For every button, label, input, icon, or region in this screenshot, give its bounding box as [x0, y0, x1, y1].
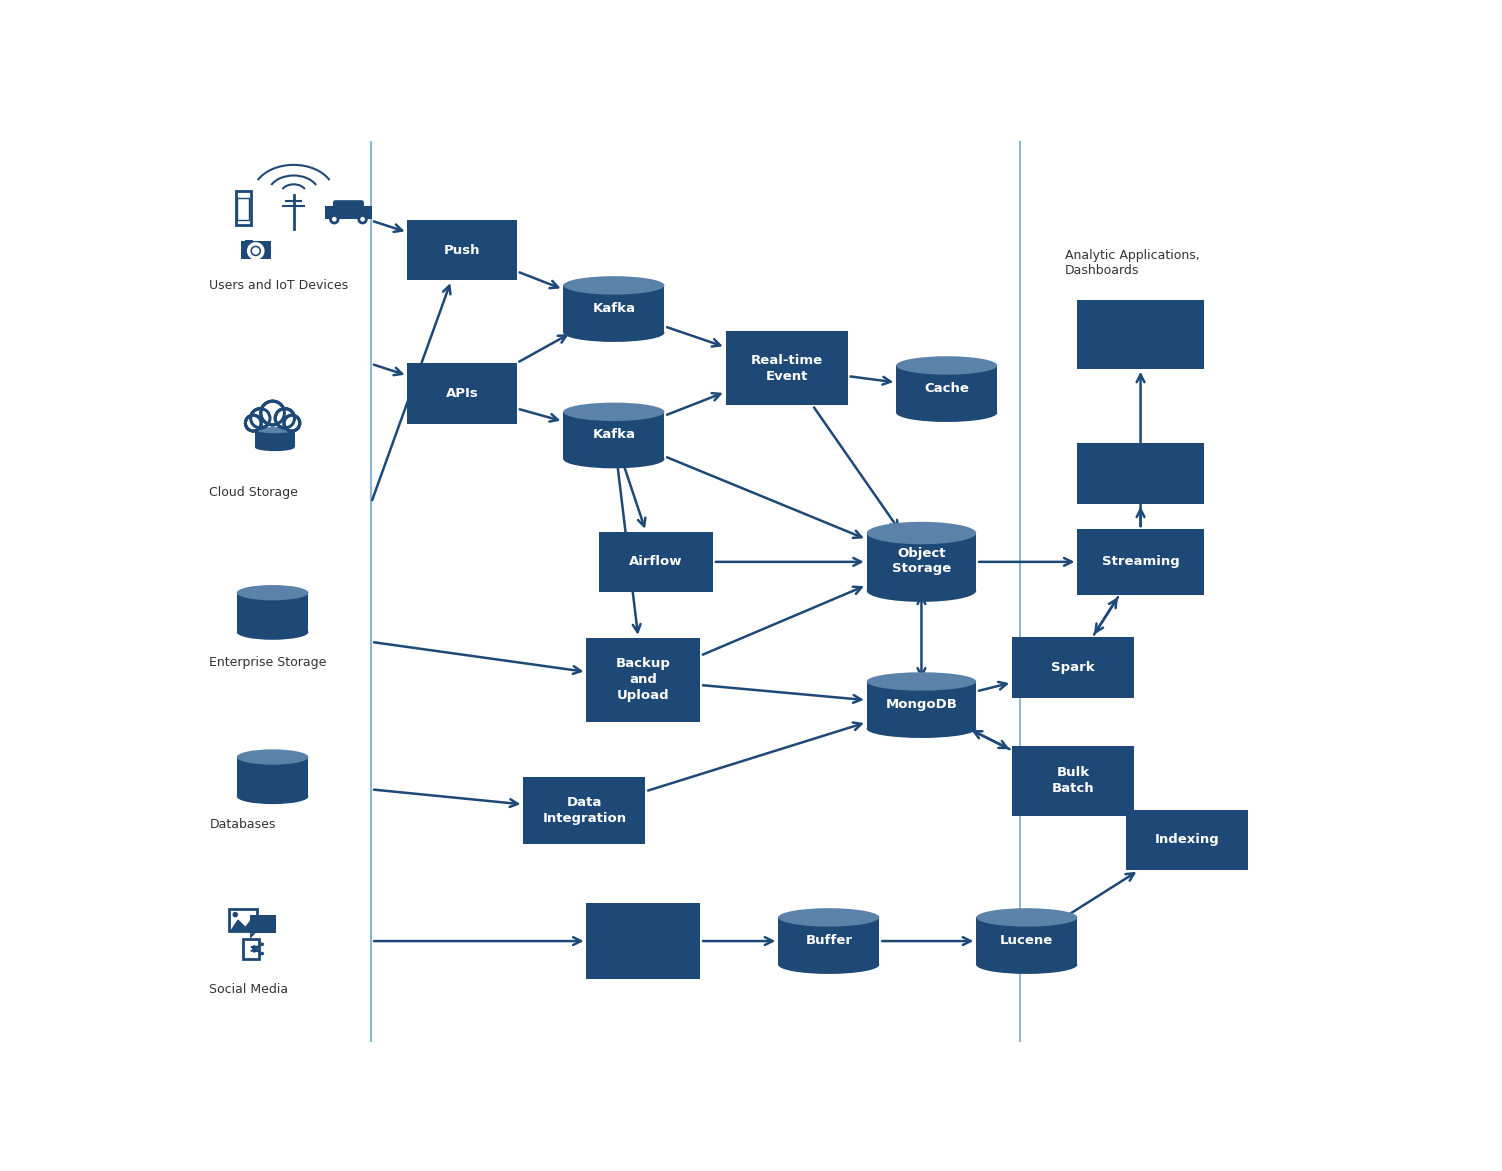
Bar [242, 403, 303, 430]
Text: APIs: APIs [446, 386, 479, 399]
Ellipse shape [897, 356, 997, 375]
Text: Object
Storage: Object Storage [892, 547, 951, 575]
Text: Bulk
Batch: Bulk Batch [1051, 767, 1095, 795]
Text: Airflow: Airflow [629, 555, 683, 568]
Bar [237, 593, 308, 632]
Text: Push: Push [445, 244, 481, 256]
Polygon shape [251, 933, 255, 939]
Ellipse shape [778, 956, 879, 974]
Bar [778, 917, 879, 965]
Ellipse shape [237, 624, 308, 639]
FancyBboxPatch shape [333, 200, 363, 214]
Circle shape [260, 952, 264, 956]
Bar [237, 756, 308, 796]
Ellipse shape [255, 443, 294, 448]
Ellipse shape [563, 323, 664, 342]
Ellipse shape [563, 450, 664, 468]
Circle shape [261, 402, 284, 425]
Circle shape [245, 416, 261, 431]
Text: Indexing: Indexing [1155, 834, 1220, 847]
Bar [324, 206, 372, 219]
Text: Data
Integration: Data Integration [542, 796, 626, 824]
Bar [245, 240, 254, 244]
Ellipse shape [867, 719, 976, 738]
Ellipse shape [867, 580, 976, 602]
Text: Streaming: Streaming [1101, 555, 1179, 568]
Circle shape [360, 217, 365, 221]
Circle shape [284, 416, 300, 431]
Ellipse shape [237, 586, 308, 601]
Ellipse shape [563, 276, 664, 295]
Text: Cloud Storage: Cloud Storage [209, 486, 299, 499]
Ellipse shape [255, 427, 294, 433]
Circle shape [252, 947, 255, 951]
FancyBboxPatch shape [725, 331, 847, 405]
Polygon shape [231, 917, 257, 931]
Bar [243, 939, 260, 959]
Circle shape [251, 409, 270, 427]
Text: Users and IoT Devices: Users and IoT Devices [209, 279, 348, 292]
Bar [228, 909, 257, 931]
Bar [867, 682, 976, 728]
Circle shape [329, 214, 339, 225]
Bar [255, 429, 294, 447]
Text: Real-time
Event: Real-time Event [751, 354, 823, 383]
Bar [867, 533, 976, 590]
Text: Analytic Applications,
Dashboards: Analytic Applications, Dashboards [1065, 248, 1200, 276]
FancyBboxPatch shape [1077, 443, 1203, 504]
Text: Lucene: Lucene [1000, 933, 1053, 946]
Circle shape [249, 244, 263, 258]
FancyBboxPatch shape [523, 776, 646, 844]
Ellipse shape [255, 425, 294, 432]
Circle shape [332, 217, 336, 221]
FancyBboxPatch shape [1077, 529, 1203, 595]
Text: MongoDB: MongoDB [886, 698, 957, 711]
Bar [237, 198, 249, 220]
Ellipse shape [867, 672, 976, 691]
FancyBboxPatch shape [1077, 300, 1203, 369]
Circle shape [260, 943, 264, 946]
FancyBboxPatch shape [1012, 746, 1134, 815]
FancyBboxPatch shape [1126, 809, 1248, 870]
Bar [255, 430, 294, 446]
Circle shape [357, 214, 368, 225]
Bar [240, 241, 270, 259]
Ellipse shape [867, 522, 976, 545]
Text: Kafka: Kafka [592, 429, 635, 441]
FancyBboxPatch shape [407, 220, 517, 280]
Text: Kafka: Kafka [592, 302, 635, 315]
Ellipse shape [237, 749, 308, 765]
FancyBboxPatch shape [599, 532, 713, 593]
FancyBboxPatch shape [586, 638, 700, 723]
Bar [236, 191, 251, 225]
Text: Cache: Cache [924, 382, 969, 395]
Circle shape [233, 912, 237, 917]
Circle shape [275, 409, 294, 427]
Ellipse shape [778, 909, 879, 926]
FancyBboxPatch shape [407, 363, 517, 424]
FancyBboxPatch shape [586, 903, 700, 979]
Text: Backup
and
Upload: Backup and Upload [616, 657, 671, 703]
Text: Spark: Spark [1051, 660, 1095, 673]
Ellipse shape [563, 403, 664, 422]
Ellipse shape [976, 956, 1077, 974]
Ellipse shape [237, 789, 308, 804]
Bar [976, 917, 1077, 965]
Ellipse shape [897, 404, 997, 422]
Ellipse shape [976, 909, 1077, 926]
Text: Buffer: Buffer [805, 933, 852, 946]
Ellipse shape [255, 444, 294, 451]
Bar [251, 915, 276, 933]
Bar [563, 412, 664, 459]
Bar [897, 365, 997, 412]
Bar [563, 286, 664, 333]
Text: Enterprise Storage: Enterprise Storage [209, 657, 327, 670]
FancyBboxPatch shape [1012, 637, 1134, 698]
Text: Databases: Databases [209, 819, 276, 831]
Circle shape [252, 247, 260, 254]
Text: Social Media: Social Media [209, 984, 288, 997]
